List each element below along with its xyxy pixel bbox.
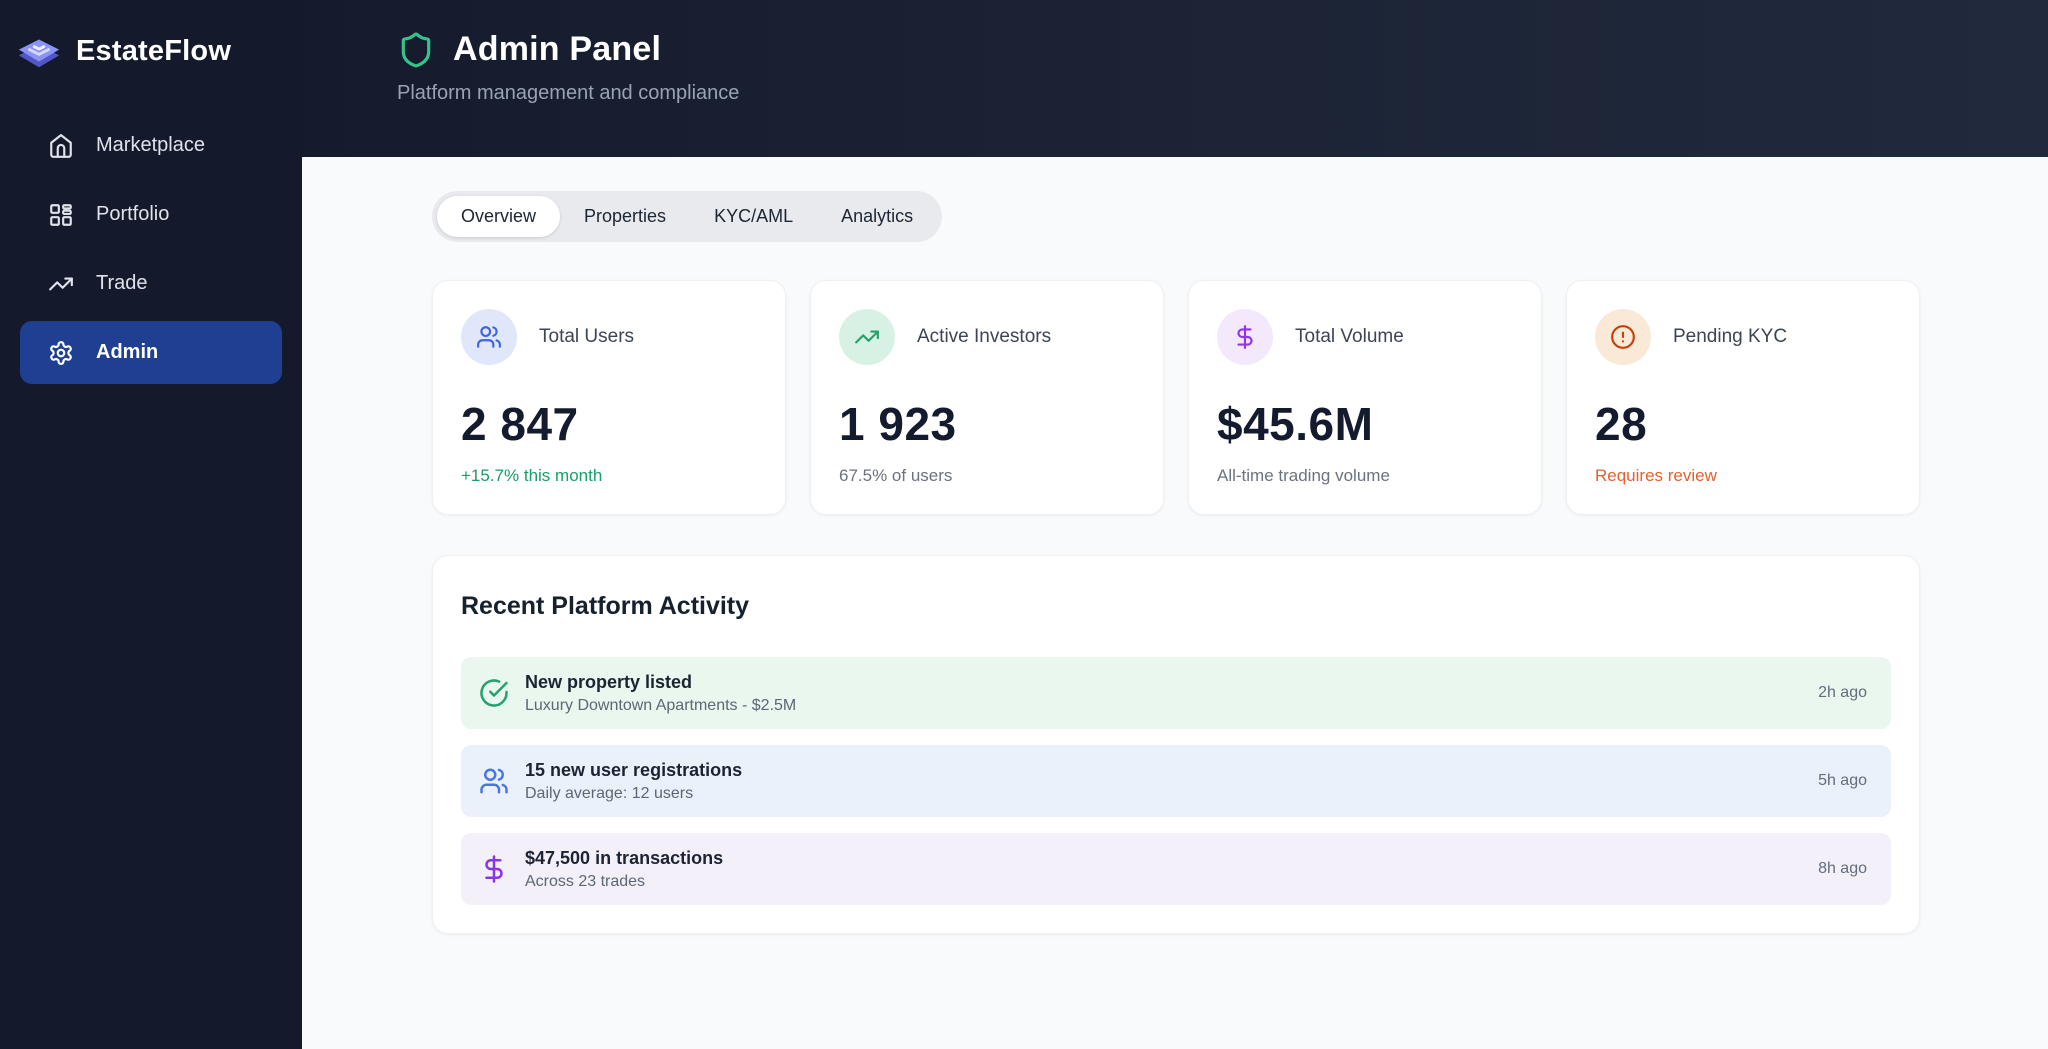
tab-overview[interactable]: Overview (437, 196, 561, 237)
stat-subtext: +15.7% this month (461, 466, 603, 485)
sidebar-item-label: Marketplace (96, 134, 205, 156)
sidebar-item-admin[interactable]: Admin (20, 321, 282, 384)
sidebar-item-portfolio[interactable]: Portfolio (20, 183, 282, 246)
activity-item-title: New property listed (525, 671, 693, 692)
tab-bar: Overview Properties KYC/AML Analytics (432, 191, 943, 242)
home-icon (50, 133, 72, 158)
stat-subtext: Requires review (1595, 466, 1717, 485)
check-circle-icon (480, 679, 508, 707)
stat-value: 28 (1595, 398, 1648, 450)
tab-analytics[interactable]: Analytics (841, 206, 914, 226)
stat-value: 1 923 (839, 398, 957, 450)
stat-label: Total Volume (1295, 326, 1404, 347)
activity-item-title: 15 new user registrations (525, 759, 743, 780)
stat-value: $45.6M (1217, 398, 1374, 450)
activity-timestamp: 2h ago (1818, 684, 1867, 701)
activity-row-transactions[interactable]: $47,500 in transactions Across 23 trades… (461, 833, 1891, 905)
activity-item-subtitle: Luxury Downtown Apartments - $2.5M (525, 696, 797, 714)
stat-label: Total Users (539, 326, 635, 347)
activity-row-user-registrations[interactable]: 15 new user registrations Daily average:… (461, 745, 1891, 817)
shield-icon (401, 32, 431, 67)
tab-kyc-aml[interactable]: KYC/AML (714, 206, 794, 226)
stat-value: 2 847 (461, 398, 579, 450)
sidebar: EstateFlow Marketplace Portfolio Trade A… (0, 0, 302, 1049)
sidebar-item-label: Portfolio (96, 203, 170, 225)
dollar-icon (1217, 309, 1273, 365)
sidebar-item-label: Trade (96, 272, 148, 294)
stat-card-active-investors: Active Investors 1 923 67.5% of users (810, 280, 1164, 515)
stat-subtext: All-time trading volume (1217, 466, 1390, 485)
layout-grid-icon (50, 203, 72, 226)
content-area: Overview Properties KYC/AML Analytics To… (302, 157, 2048, 1049)
alert-circle-icon (1595, 309, 1651, 365)
activity-row-property-listed[interactable]: New property listed Luxury Downtown Apar… (461, 657, 1891, 729)
users-icon (480, 768, 508, 794)
trending-up-icon (49, 277, 73, 290)
stat-card-total-users: Total Users 2 847 +15.7% this month (432, 280, 786, 515)
sidebar-item-trade[interactable]: Trade (20, 252, 282, 315)
stat-label: Pending KYC (1673, 326, 1788, 347)
dollar-icon (485, 855, 503, 883)
activity-item-title: $47,500 in transactions (525, 847, 724, 868)
layers-logo-icon (18, 39, 60, 68)
stat-label: Active Investors (917, 326, 1052, 347)
stat-card-total-volume: Total Volume $45.6M All-time trading vol… (1188, 280, 1542, 515)
stat-card-pending-kyc: Pending KYC 28 Requires review (1566, 280, 1920, 515)
sidebar-item-label: Admin (96, 341, 159, 363)
activity-list: New property listed Luxury Downtown Apar… (461, 657, 1891, 905)
brand: EstateFlow (0, 22, 302, 114)
main-area: Admin Panel Platform management and comp… (302, 0, 2048, 1049)
gear-icon (50, 340, 72, 365)
stats-row: Total Users 2 847 +15.7% this month Acti… (432, 280, 1920, 515)
brand-name: EstateFlow (76, 34, 232, 67)
sidebar-nav: Marketplace Portfolio Trade Admin (0, 114, 302, 384)
activity-timestamp: 8h ago (1818, 860, 1867, 877)
page-title: Admin Panel (453, 30, 662, 68)
trending-up-icon (839, 309, 895, 365)
activity-item-subtitle: Across 23 trades (525, 872, 646, 890)
users-icon (461, 309, 517, 365)
activity-timestamp: 5h ago (1818, 772, 1867, 789)
activity-item-subtitle: Daily average: 12 users (525, 784, 694, 802)
recent-activity-panel: Recent Platform Activity New property li… (432, 555, 1920, 934)
activity-title: Recent Platform Activity (461, 592, 750, 620)
stat-subtext: 67.5% of users (839, 466, 953, 485)
tab-properties[interactable]: Properties (584, 206, 667, 226)
page-subtitle: Platform management and compliance (397, 82, 740, 104)
sidebar-item-marketplace[interactable]: Marketplace (20, 114, 282, 177)
page-header: Admin Panel Platform management and comp… (302, 0, 2048, 157)
